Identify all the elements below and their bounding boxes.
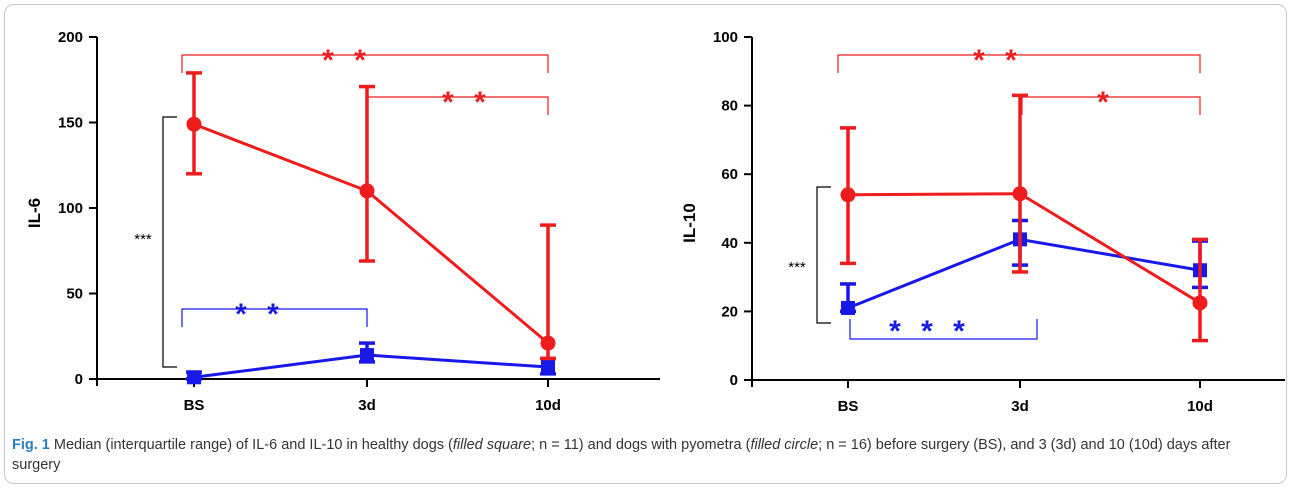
pyometra-point [359,183,375,199]
group-significance-label: *** [788,259,806,276]
x-tick-label: 3d [358,397,376,414]
significance-label: * * [973,44,1023,77]
x-tick-label: 10d [535,397,561,414]
y-axis-label: IL-6 [25,198,44,228]
il6-chart: 0 50 100 150 200 BS 3d 10d IL-6 * * * * * * *** [25,29,660,414]
y-tick-label: 200 [58,29,83,46]
y-tick-label: 20 [721,303,738,320]
figure-caption: Fig. 1 Median (interquartile range) of I… [12,437,1231,473]
significance-label: * * [322,44,372,77]
significance-bracket [181,54,549,73]
y-tick-label: 50 [66,286,83,303]
x-tick-label: BS [184,397,205,414]
il10-chart: 0 20 40 60 80 100 BS 3d 10d IL-10 * * * * * * *** [680,29,1285,415]
x-tick-label: 3d [1011,398,1029,415]
significance-bracket [181,308,368,327]
y-axis-label: IL-10 [680,203,699,243]
pyometra-point [1192,295,1208,311]
pyometra-point [540,335,556,351]
significance-bracket [1021,96,1201,115]
significance-label: * * * [889,315,971,348]
pyometra-point [1012,186,1028,202]
figure-number: Fig. 1 [12,437,50,453]
significance-label: * [1097,86,1115,119]
figure-charts: 0 50 100 150 200 BS 3d 10d IL-6 * * * * * * *** 0 20 4… [25,29,1285,415]
healthy-point [360,348,374,363]
pyometra-point [186,116,202,132]
y-tick-label: 0 [75,371,83,388]
figure-frame [4,4,1287,484]
significance-label: * * [235,298,285,331]
y-tick-label: 40 [721,235,738,252]
y-tick-label: 60 [721,166,738,183]
y-tick-label: 150 [58,115,83,132]
group-significance-bracket [162,116,177,368]
x-tick-label: BS [838,398,859,415]
group-significance-bracket [816,186,831,324]
group-significance-label: *** [134,231,152,248]
healthy-point [541,360,555,375]
y-tick-label: 100 [713,29,738,46]
x-tick-label: 10d [1187,398,1213,415]
y-tick-label: 100 [58,200,83,217]
significance-bracket [849,319,1038,340]
pyometra-point [840,187,856,203]
significance-bracket [837,54,1201,73]
healthy-point [187,370,201,385]
y-tick-label: 80 [721,98,738,115]
healthy-point [841,300,855,315]
significance-label: * * [442,86,492,119]
y-tick-label: 0 [730,372,738,389]
